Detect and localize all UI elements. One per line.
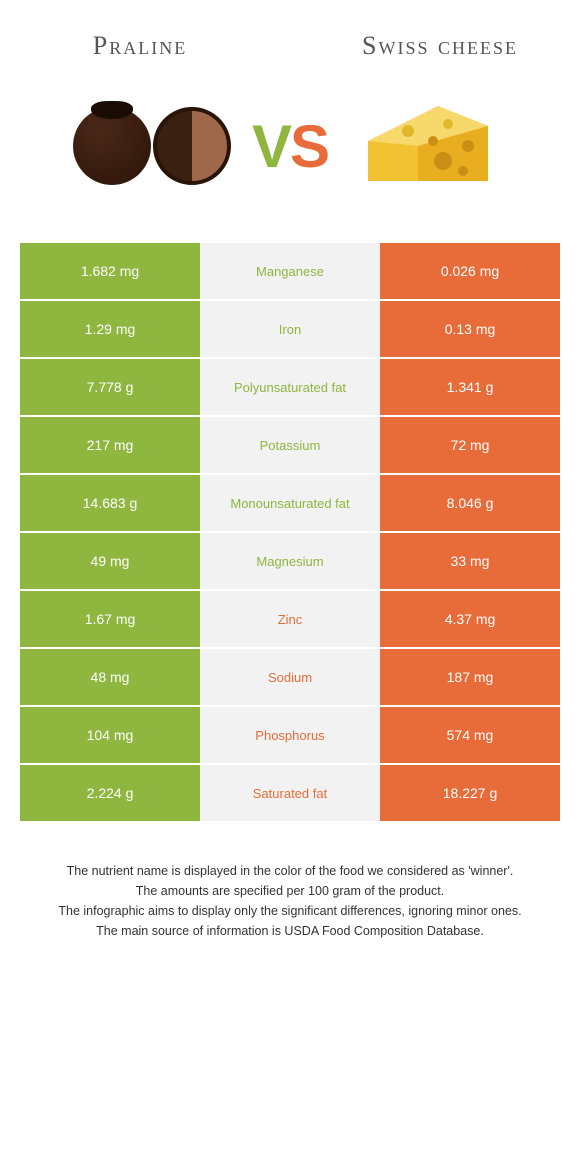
cheese-image xyxy=(338,81,518,211)
left-food-title: Praline xyxy=(40,30,240,61)
table-row: 48 mgSodium187 mg xyxy=(20,647,560,705)
praline-image xyxy=(62,81,242,211)
left-value: 1.29 mg xyxy=(20,301,200,357)
left-value: 104 mg xyxy=(20,707,200,763)
table-row: 14.683 gMonounsaturated fat8.046 g xyxy=(20,473,560,531)
footnotes: The nutrient name is displayed in the co… xyxy=(0,821,580,961)
right-value: 1.341 g xyxy=(380,359,560,415)
table-row: 49 mgMagnesium33 mg xyxy=(20,531,560,589)
right-value: 18.227 g xyxy=(380,765,560,821)
nutrient-label: Iron xyxy=(200,301,380,357)
footnote-1: The nutrient name is displayed in the co… xyxy=(30,861,550,881)
nutrient-label: Saturated fat xyxy=(200,765,380,821)
left-value: 49 mg xyxy=(20,533,200,589)
footnote-4: The main source of information is USDA F… xyxy=(30,921,550,941)
right-value: 4.37 mg xyxy=(380,591,560,647)
table-row: 2.224 gSaturated fat18.227 g xyxy=(20,763,560,821)
table-row: 1.682 mgManganese0.026 mg xyxy=(20,241,560,299)
right-value: 0.026 mg xyxy=(380,243,560,299)
nutrient-label: Zinc xyxy=(200,591,380,647)
left-value: 2.224 g xyxy=(20,765,200,821)
table-row: 217 mgPotassium72 mg xyxy=(20,415,560,473)
right-value: 0.13 mg xyxy=(380,301,560,357)
right-value: 187 mg xyxy=(380,649,560,705)
table-row: 104 mgPhosphorus574 mg xyxy=(20,705,560,763)
right-value: 33 mg xyxy=(380,533,560,589)
left-value: 1.67 mg xyxy=(20,591,200,647)
header: Praline Swiss cheese xyxy=(0,0,580,71)
vs-label: VS xyxy=(252,112,328,181)
vs-v: V xyxy=(252,113,290,180)
vs-s: S xyxy=(290,113,328,180)
table-row: 1.29 mgIron0.13 mg xyxy=(20,299,560,357)
nutrient-label: Sodium xyxy=(200,649,380,705)
images-row: VS xyxy=(0,71,580,241)
left-value: 7.778 g xyxy=(20,359,200,415)
nutrient-label: Magnesium xyxy=(200,533,380,589)
cheese-icon xyxy=(348,86,508,206)
right-value: 72 mg xyxy=(380,417,560,473)
right-value: 574 mg xyxy=(380,707,560,763)
nutrient-label: Manganese xyxy=(200,243,380,299)
left-value: 217 mg xyxy=(20,417,200,473)
footnote-2: The amounts are specified per 100 gram o… xyxy=(30,881,550,901)
right-food-title: Swiss cheese xyxy=(340,30,540,61)
nutrient-label: Polyunsaturated fat xyxy=(200,359,380,415)
footnote-3: The infographic aims to display only the… xyxy=(30,901,550,921)
right-value: 8.046 g xyxy=(380,475,560,531)
nutrient-table: 1.682 mgManganese0.026 mg1.29 mgIron0.13… xyxy=(20,241,560,821)
left-value: 1.682 mg xyxy=(20,243,200,299)
table-row: 1.67 mgZinc4.37 mg xyxy=(20,589,560,647)
nutrient-label: Phosphorus xyxy=(200,707,380,763)
left-value: 14.683 g xyxy=(20,475,200,531)
table-row: 7.778 gPolyunsaturated fat1.341 g xyxy=(20,357,560,415)
nutrient-label: Monounsaturated fat xyxy=(200,475,380,531)
praline-half-icon xyxy=(153,107,231,185)
left-value: 48 mg xyxy=(20,649,200,705)
nutrient-label: Potassium xyxy=(200,417,380,473)
praline-ball-icon xyxy=(73,107,151,185)
